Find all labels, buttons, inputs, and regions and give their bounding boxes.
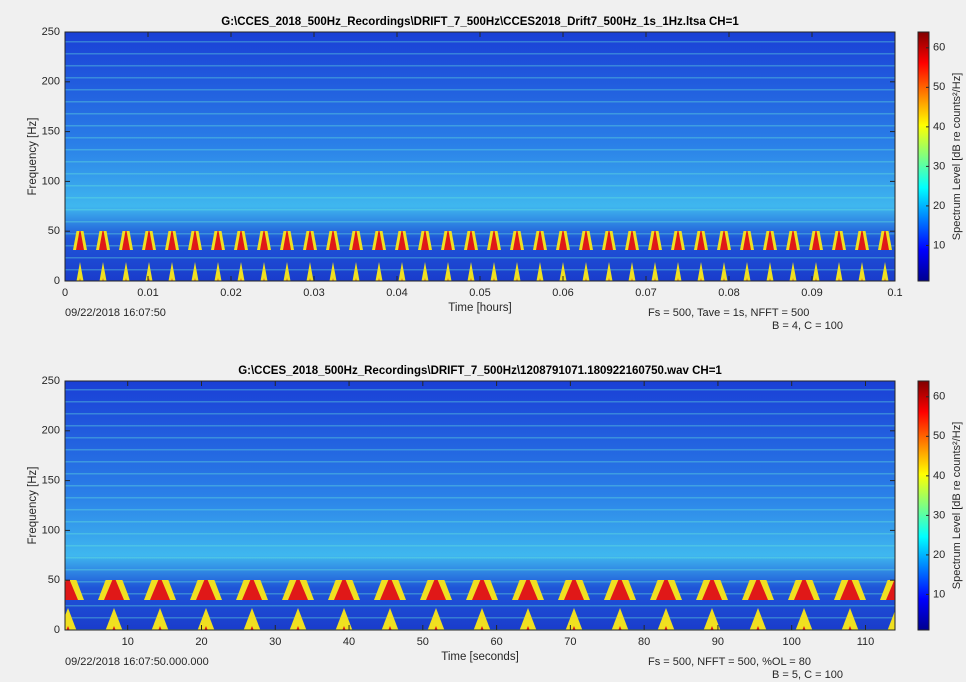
colorbar-tick-label: 30 [933, 160, 945, 172]
y-tick-label: 0 [54, 275, 60, 287]
x-tick-label: 60 [490, 636, 502, 648]
x-tick-label: 0.04 [386, 287, 407, 299]
annotation: B = 5, C = 100 [772, 669, 843, 681]
colorbar-label: Spectrum Level [dB re counts²/Hz] [951, 73, 963, 241]
x-tick-label: 100 [783, 636, 801, 648]
x-tick-label: 0.09 [801, 287, 822, 299]
x-tick-label: 50 [417, 636, 429, 648]
colorbar-tick-label: 20 [933, 200, 945, 212]
x-tick-label: 110 [857, 636, 875, 648]
x-tick-label: 0 [62, 287, 68, 299]
x-tick-label: 40 [343, 636, 355, 648]
colorbar [917, 380, 930, 631]
x-tick-label: 90 [712, 636, 724, 648]
x-tick-label: 80 [638, 636, 650, 648]
x-tick-label: 0.07 [635, 287, 656, 299]
colorbar-tick-label: 40 [933, 470, 945, 482]
x-tick-label: 30 [269, 636, 281, 648]
y-tick-label: 200 [42, 425, 60, 437]
y-tick-label: 50 [48, 574, 60, 586]
axes-box [64, 380, 896, 631]
x-tick-label: 10 [122, 636, 134, 648]
y-tick-label: 200 [42, 76, 60, 88]
x-tick-label: 20 [195, 636, 207, 648]
colorbar-tick-label: 60 [933, 391, 945, 403]
x-axis-label: Time [hours] [448, 302, 511, 314]
y-tick-label: 0 [54, 624, 60, 636]
x-tick-label: 0.08 [718, 287, 739, 299]
x-tick-label: 0.1 [887, 287, 902, 299]
y-axis-label: Frequency [Hz] [27, 118, 39, 196]
colorbar-label: Spectrum Level [dB re counts²/Hz] [951, 422, 963, 590]
x-tick-label: 0.06 [552, 287, 573, 299]
y-tick-label: 250 [42, 26, 60, 38]
colorbar [917, 31, 930, 282]
x-tick-label: 0.02 [220, 287, 241, 299]
colorbar-tick-label: 10 [933, 588, 945, 600]
chart-title: G:\CCES_2018_500Hz_Recordings\DRIFT_7_50… [238, 365, 722, 377]
colorbar-tick-label: 60 [933, 42, 945, 54]
spectrogram-peaks [65, 580, 895, 630]
x-axis-label: Time [seconds] [441, 651, 519, 663]
colorbar-tick-label: 50 [933, 81, 945, 93]
y-tick-label: 100 [42, 524, 60, 536]
colorbar-tick-label: 40 [933, 121, 945, 133]
y-tick-label: 250 [42, 375, 60, 387]
y-tick-label: 150 [42, 126, 60, 138]
annotation: B = 4, C = 100 [772, 320, 843, 332]
colorbar-tick-label: 50 [933, 430, 945, 442]
y-tick-label: 50 [48, 225, 60, 237]
annotation: 09/22/2018 16:07:50 [65, 307, 166, 319]
colorbar-tick-label: 30 [933, 509, 945, 521]
y-tick-label: 150 [42, 475, 60, 487]
y-tick-label: 100 [42, 175, 60, 187]
spectrogram-peaks [65, 231, 895, 281]
y-axis-label: Frequency [Hz] [27, 467, 39, 545]
x-tick-label: 70 [564, 636, 576, 648]
chart-title: G:\CCES_2018_500Hz_Recordings\DRIFT_7_50… [221, 16, 739, 28]
x-tick-label: 0.01 [137, 287, 158, 299]
annotation: Fs = 500, NFFT = 500, %OL = 80 [648, 656, 811, 668]
colorbar-tick-label: 10 [933, 239, 945, 251]
x-tick-label: 0.05 [469, 287, 490, 299]
annotation: 09/22/2018 16:07:50.000.000 [65, 656, 209, 668]
annotation: Fs = 500, Tave = 1s, NFFT = 500 [648, 307, 809, 319]
x-tick-label: 0.03 [303, 287, 324, 299]
colorbar-tick-label: 20 [933, 549, 945, 561]
